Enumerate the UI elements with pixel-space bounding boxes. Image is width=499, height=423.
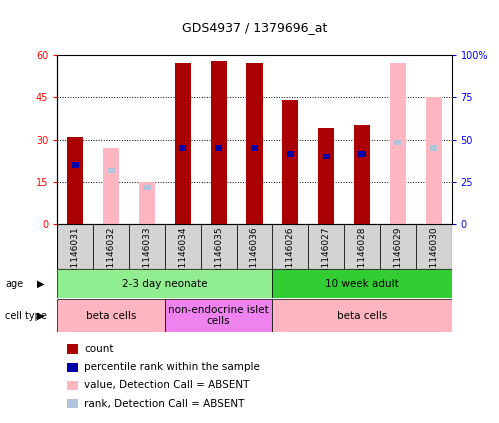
Bar: [179, 145, 187, 151]
Bar: [237, 224, 272, 269]
Text: GSM1146036: GSM1146036: [250, 226, 259, 287]
Bar: [175, 63, 191, 224]
Text: cell type: cell type: [5, 310, 47, 321]
Bar: [394, 140, 402, 145]
Text: age: age: [5, 279, 23, 289]
Text: GSM1146035: GSM1146035: [214, 226, 223, 287]
Text: GSM1146031: GSM1146031: [71, 226, 80, 287]
Text: GSM1146029: GSM1146029: [393, 226, 402, 287]
Text: value, Detection Call = ABSENT: value, Detection Call = ABSENT: [84, 380, 250, 390]
Text: GSM1146032: GSM1146032: [107, 226, 116, 287]
Text: 2-3 day neonate: 2-3 day neonate: [122, 279, 208, 289]
Text: non-endocrine islet
cells: non-endocrine islet cells: [168, 305, 269, 327]
Bar: [67, 137, 83, 224]
Bar: [308, 224, 344, 269]
Text: ▶: ▶: [37, 279, 45, 289]
Bar: [282, 100, 298, 224]
Bar: [430, 145, 437, 151]
Text: GSM1146026: GSM1146026: [286, 226, 295, 287]
Bar: [165, 224, 201, 269]
Bar: [358, 151, 366, 157]
Bar: [165, 299, 272, 332]
Bar: [57, 299, 165, 332]
Text: ▶: ▶: [37, 310, 45, 321]
Text: beta cells: beta cells: [337, 310, 387, 321]
Text: GSM1146034: GSM1146034: [178, 226, 187, 287]
Bar: [72, 162, 79, 168]
Bar: [107, 168, 115, 173]
Bar: [380, 224, 416, 269]
Text: percentile rank within the sample: percentile rank within the sample: [84, 362, 260, 372]
Bar: [211, 60, 227, 224]
Text: GSM1146028: GSM1146028: [357, 226, 366, 287]
Bar: [390, 63, 406, 224]
Bar: [287, 151, 294, 157]
Bar: [272, 224, 308, 269]
Bar: [354, 126, 370, 224]
Bar: [215, 145, 222, 151]
Text: GSM1146027: GSM1146027: [322, 226, 331, 287]
Text: GSM1146030: GSM1146030: [429, 226, 438, 287]
Bar: [143, 185, 151, 190]
Bar: [318, 128, 334, 224]
Bar: [247, 63, 262, 224]
Text: 10 week adult: 10 week adult: [325, 279, 399, 289]
Text: rank, Detection Call = ABSENT: rank, Detection Call = ABSENT: [84, 398, 245, 409]
Bar: [139, 182, 155, 224]
Bar: [103, 148, 119, 224]
Bar: [57, 269, 272, 298]
Bar: [416, 224, 452, 269]
Bar: [426, 97, 442, 224]
Bar: [251, 145, 258, 151]
Bar: [201, 224, 237, 269]
Text: count: count: [84, 344, 114, 354]
Bar: [394, 140, 402, 145]
Text: GDS4937 / 1379696_at: GDS4937 / 1379696_at: [182, 21, 327, 34]
Bar: [272, 299, 452, 332]
Bar: [322, 154, 330, 159]
Bar: [344, 224, 380, 269]
Bar: [57, 224, 93, 269]
Bar: [430, 145, 437, 151]
Bar: [272, 269, 452, 298]
Text: beta cells: beta cells: [86, 310, 136, 321]
Text: GSM1146033: GSM1146033: [143, 226, 152, 287]
Bar: [93, 224, 129, 269]
Bar: [129, 224, 165, 269]
